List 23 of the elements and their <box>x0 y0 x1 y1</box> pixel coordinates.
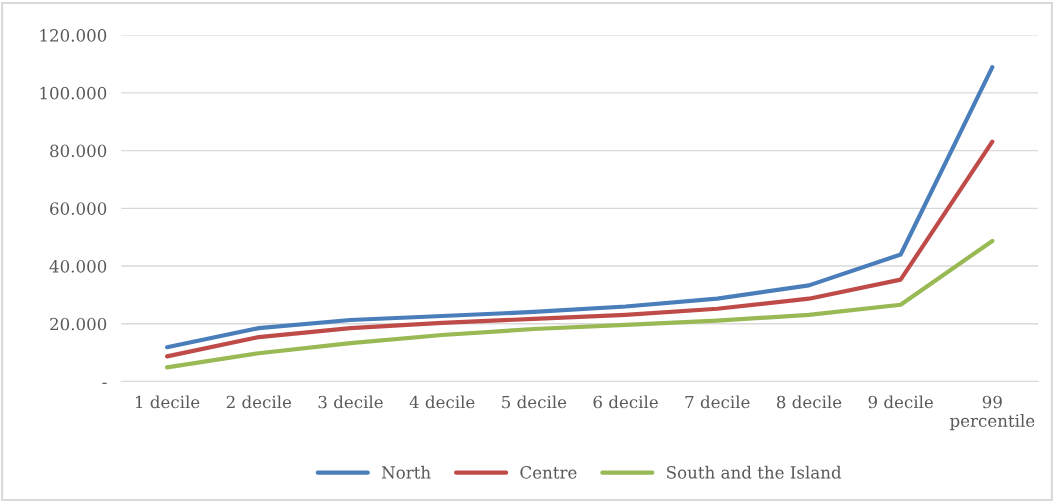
x-tick-label: 5 decile <box>502 395 567 409</box>
y-tick-label: 80.000 <box>50 144 107 158</box>
line-series <box>164 65 995 350</box>
legend-label: North <box>381 465 431 479</box>
y-tick-label: 120.000 <box>40 29 107 42</box>
x-tick-label: 9 decile <box>868 395 933 409</box>
x-tick-label: 1 decile <box>135 395 200 409</box>
legend-label: South and the Island <box>667 465 842 479</box>
x-tick-label: 7 decile <box>685 395 750 409</box>
y-tick-label: - <box>102 382 107 385</box>
x-tick-label: 8 decile <box>776 395 842 409</box>
x-tick-label: 2 decile <box>226 395 292 409</box>
legend-label: Centre <box>520 466 577 479</box>
y-tick-label: 60.000 <box>50 202 107 215</box>
line-series <box>164 139 995 359</box>
line-series <box>164 238 995 370</box>
x-tick-label: 99 percentile <box>949 395 1035 431</box>
y-tick-label: 100.000 <box>40 86 107 100</box>
y-tick-label: 40.000 <box>49 260 107 273</box>
x-tick-label: 6 decile <box>593 395 658 409</box>
y-tick-label: 20.000 <box>50 317 107 331</box>
x-tick-label: 4 decile <box>409 395 475 409</box>
x-tick-label: 3 decile <box>318 395 383 409</box>
